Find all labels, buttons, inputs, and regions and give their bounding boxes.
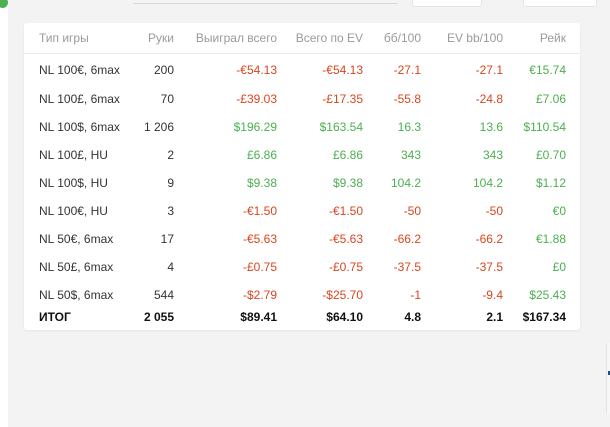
right-panel-edge bbox=[606, 343, 610, 413]
cell-won: -$2.79 bbox=[242, 288, 277, 302]
cell-game: NL 100€, HU bbox=[39, 204, 108, 218]
cell-hands: 200 bbox=[153, 62, 174, 77]
cell-ev-bb100: 13.6 bbox=[479, 120, 503, 134]
total-rake: $167.34 bbox=[522, 310, 566, 324]
cell-bb100: 343 bbox=[400, 148, 421, 162]
cell-hands: 544 bbox=[153, 288, 174, 302]
total-hands: 2 055 bbox=[143, 310, 174, 324]
col-header-won-total[interactable]: Выиграл всего bbox=[188, 23, 291, 54]
cell-ev-bb100: 343 bbox=[482, 148, 503, 162]
table-row[interactable]: NL 100£, 6max 70 -£39.03 -£17.35 -55.8 -24.8 £… bbox=[24, 85, 580, 113]
cell-bb100: -27.1 bbox=[393, 62, 421, 77]
table-header-row: Тип игры Руки Выиграл всего Всего по EV … bbox=[24, 23, 580, 54]
cell-won: £6.86 bbox=[246, 148, 277, 162]
cell-ev: -€54.13 bbox=[322, 62, 363, 77]
total-bb100: 4.8 bbox=[404, 310, 421, 324]
total-won: $89.41 bbox=[240, 310, 277, 324]
cell-ev-bb100: -50 bbox=[485, 204, 503, 218]
cell-ev: $163.54 bbox=[319, 120, 363, 134]
table-row[interactable]: NL 100$, 6max 1 206 $196.29 $163.54 16.3 13.6… bbox=[24, 113, 580, 141]
cell-rake: £0.70 bbox=[535, 148, 566, 162]
cell-game: NL 50£, 6max bbox=[39, 260, 114, 274]
cell-ev: £6.86 bbox=[332, 148, 363, 162]
cell-game: NL 100$, 6max bbox=[39, 120, 120, 134]
cell-ev-bb100: -9.4 bbox=[482, 288, 503, 302]
filter-input-edge[interactable] bbox=[133, 0, 398, 4]
cell-hands: 3 bbox=[167, 204, 174, 218]
game-stats-card: Тип игры Руки Выиграл всего Всего по EV … bbox=[24, 23, 580, 330]
cell-rake: $25.43 bbox=[529, 288, 566, 302]
cell-hands: 1 206 bbox=[143, 120, 174, 134]
cell-won: -£39.03 bbox=[236, 92, 277, 106]
cell-won: $196.29 bbox=[233, 120, 277, 134]
cell-rake: £0 bbox=[552, 260, 566, 274]
table-row[interactable]: NL 50$, 6max 544 -$2.79 -$25.70 -1 -9.4 $25.43 bbox=[24, 281, 580, 309]
total-ev-bb100: 2.1 bbox=[486, 310, 503, 324]
cell-won: -€5.63 bbox=[242, 232, 277, 246]
cell-game: NL 50$, 6max bbox=[39, 288, 114, 302]
cell-ev-bb100: -24.8 bbox=[475, 92, 503, 106]
cell-ev-bb100: -66.2 bbox=[475, 232, 503, 246]
cell-rake: £7.06 bbox=[535, 92, 566, 106]
cell-hands: 70 bbox=[160, 92, 174, 106]
cell-ev: $9.38 bbox=[332, 176, 363, 190]
top-toolbar-edge bbox=[8, 0, 610, 8]
col-header-game-type[interactable]: Тип игры bbox=[24, 23, 132, 54]
cell-bb100: -1 bbox=[410, 288, 421, 302]
cell-game: NL 100€, 6max bbox=[39, 62, 120, 77]
cell-ev: -£0.75 bbox=[328, 260, 363, 274]
cell-hands: 9 bbox=[167, 176, 174, 190]
table-row[interactable]: NL 100€, HU 3 -€1.50 -€1.50 -50 -50 €0 bbox=[24, 197, 580, 225]
table-row[interactable]: NL 100€, 6max 200 -€54.13 -€54.13 -27.1 -27.1… bbox=[24, 54, 580, 86]
cell-rake: $1.12 bbox=[535, 176, 566, 190]
filter-button-edge-2[interactable] bbox=[523, 0, 597, 7]
cell-won: -€54.13 bbox=[236, 62, 277, 77]
cell-hands: 17 bbox=[160, 232, 174, 246]
status-dot-icon bbox=[0, 0, 8, 8]
cell-won: -€1.50 bbox=[242, 204, 277, 218]
right-panel-marker bbox=[608, 371, 610, 375]
total-label: ИТОГ bbox=[39, 310, 71, 324]
col-header-ev-total[interactable]: Всего по EV bbox=[291, 23, 377, 54]
cell-won: $9.38 bbox=[246, 176, 277, 190]
cell-rake: €15.74 bbox=[529, 62, 566, 77]
cell-ev: -€1.50 bbox=[328, 204, 363, 218]
cell-ev: -$25.70 bbox=[322, 288, 363, 302]
cell-ev: -€5.63 bbox=[328, 232, 363, 246]
col-header-hands[interactable]: Руки bbox=[132, 23, 188, 54]
cell-bb100: 104.2 bbox=[390, 176, 421, 190]
col-header-ev-bb100[interactable]: EV bb/100 bbox=[435, 23, 517, 54]
cell-bb100: -55.8 bbox=[393, 92, 421, 106]
cell-game: NL 50€, 6max bbox=[39, 232, 114, 246]
table-row[interactable]: NL 100£, HU 2 £6.86 £6.86 343 343 £0.70 bbox=[24, 141, 580, 169]
cell-won: -£0.75 bbox=[242, 260, 277, 274]
col-header-bb100[interactable]: бб/100 bbox=[377, 23, 435, 54]
cell-ev-bb100: -37.5 bbox=[475, 260, 503, 274]
table-total-row: ИТОГ 2 055 $89.41 $64.10 4.8 2.1 $167.34 bbox=[24, 309, 580, 331]
cell-ev-bb100: 104.2 bbox=[472, 176, 503, 190]
total-ev: $64.10 bbox=[326, 310, 363, 324]
cell-bb100: 16.3 bbox=[397, 120, 421, 134]
cell-rake: €0 bbox=[552, 204, 566, 218]
col-header-rake[interactable]: Рейк bbox=[517, 23, 580, 54]
cell-rake: $110.54 bbox=[523, 120, 567, 134]
filter-button-edge[interactable] bbox=[412, 0, 482, 7]
cell-bb100: -50 bbox=[403, 204, 421, 218]
cell-game: NL 100£, HU bbox=[39, 148, 108, 162]
cell-hands: 2 bbox=[167, 148, 174, 162]
game-stats-table: Тип игры Руки Выиграл всего Всего по EV … bbox=[24, 23, 580, 331]
cell-rake: €1.88 bbox=[535, 232, 566, 246]
cell-hands: 4 bbox=[167, 260, 174, 274]
cell-ev: -£17.35 bbox=[322, 92, 363, 106]
cell-bb100: -66.2 bbox=[393, 232, 421, 246]
table-row[interactable]: NL 100$, HU 9 $9.38 $9.38 104.2 104.2 $1.12 bbox=[24, 169, 580, 197]
cell-game: NL 100£, 6max bbox=[39, 92, 120, 106]
table-row[interactable]: NL 50€, 6max 17 -€5.63 -€5.63 -66.2 -66.2 €1.8… bbox=[24, 225, 580, 253]
cell-game: NL 100$, HU bbox=[39, 176, 108, 190]
table-row[interactable]: NL 50£, 6max 4 -£0.75 -£0.75 -37.5 -37.5 £0 bbox=[24, 253, 580, 281]
cell-ev-bb100: -27.1 bbox=[475, 62, 503, 77]
cell-bb100: -37.5 bbox=[393, 260, 421, 274]
left-panel-edge bbox=[0, 0, 8, 427]
